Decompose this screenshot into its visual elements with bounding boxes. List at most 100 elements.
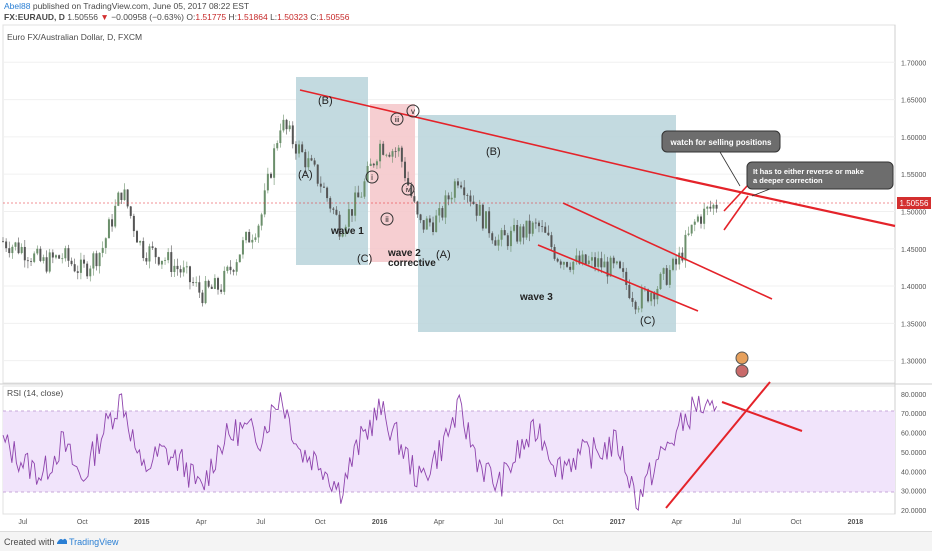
time-tick-label: Jul — [732, 519, 741, 526]
callout-1-pointer — [719, 151, 741, 187]
upper-trendline-extension[interactable] — [675, 176, 896, 228]
candle-body — [363, 181, 366, 197]
candle-body — [332, 208, 335, 210]
candle-body — [597, 258, 600, 267]
candle-body — [198, 282, 201, 293]
candle-body — [164, 260, 167, 261]
candle-body — [550, 235, 553, 247]
published-text: published on TradingView.com, June 05, 2… — [32, 1, 250, 11]
price-tick-label: 1.55000 — [901, 172, 926, 179]
candle-body — [494, 240, 497, 246]
event-icons[interactable] — [735, 351, 749, 378]
candle-body — [48, 252, 51, 272]
candle-body — [170, 252, 173, 273]
candle-body — [684, 234, 687, 261]
candle-body — [469, 195, 472, 202]
callout-reverse-text: It has to either reverse or make a deeper… — [753, 167, 864, 185]
candle-body — [86, 263, 89, 277]
candle-body — [223, 270, 226, 292]
wave-3-box[interactable] — [418, 115, 676, 332]
label-i: i — [371, 173, 373, 182]
event-icon-lower[interactable] — [735, 364, 749, 378]
candle-body — [257, 225, 260, 238]
candle-body — [587, 260, 590, 265]
rsi-rising-trendline[interactable] — [665, 381, 771, 509]
author-link[interactable]: Abel88 — [4, 1, 31, 11]
candle-body — [594, 257, 597, 267]
rsi-falling-trendline[interactable] — [721, 401, 803, 432]
marker-v — [406, 104, 420, 118]
rising-wedge-top[interactable] — [723, 184, 749, 212]
upper-trendline[interactable] — [299, 89, 677, 179]
chart-header: Abel88 published on TradingView.com, Jun… — [0, 0, 932, 24]
rsi-line[interactable] — [2, 392, 718, 512]
label-A-2: (A) — [436, 249, 451, 261]
candle-body — [313, 160, 316, 165]
time-tick-label: 2016 — [372, 519, 388, 526]
candle-body — [301, 144, 304, 153]
candle-body — [509, 230, 512, 247]
ohlc-c-label: C: — [310, 12, 319, 22]
candle-body — [111, 219, 114, 227]
label-A-1: (A) — [298, 169, 313, 181]
rsi-tick-label: 80.0000 — [901, 392, 926, 399]
candle-body — [120, 192, 123, 201]
chart-canvas[interactable]: 1.70000 1.65000 1.60000 1.55000 1.50000 1.450… — [0, 0, 932, 531]
price-tick-label: 1.65000 — [901, 98, 926, 105]
candle-body — [204, 280, 207, 304]
candle-body — [20, 246, 23, 254]
candle-body — [525, 220, 528, 238]
label-C-2: (C) — [640, 315, 655, 327]
candle-body — [251, 239, 254, 243]
candle-body — [92, 253, 95, 269]
candle-body — [650, 292, 653, 302]
time-tick-label: 2017 — [610, 519, 626, 526]
candle-body — [248, 231, 251, 243]
candle-body — [534, 222, 537, 224]
callout-selling[interactable] — [661, 130, 781, 153]
candle-body — [316, 164, 319, 184]
candle-body — [83, 259, 86, 264]
candle-body — [126, 189, 129, 207]
candle-body — [291, 125, 294, 145]
candle-body — [506, 235, 509, 247]
current-price-tag-text: 1.50556 — [900, 199, 929, 208]
candle-body — [391, 151, 394, 157]
price-tick-label: 1.70000 — [901, 60, 926, 67]
candle-body — [581, 254, 584, 264]
candle-body — [675, 258, 678, 265]
candle-body — [344, 226, 347, 234]
time-tick-label: Oct — [790, 519, 801, 526]
candle-body — [528, 220, 531, 234]
candle-body — [307, 158, 310, 168]
candle-body — [241, 240, 244, 255]
candle-body — [403, 161, 406, 179]
candle-body — [157, 257, 160, 265]
event-icon-upper[interactable] — [735, 351, 749, 365]
callout-reverse[interactable] — [746, 161, 894, 190]
label-v: v — [411, 107, 415, 116]
candle-body — [456, 181, 459, 186]
candle-body — [640, 288, 643, 309]
candle-body — [76, 271, 79, 273]
label-iv: iv — [405, 187, 411, 194]
candle-body — [438, 208, 441, 216]
candle-body — [516, 224, 519, 242]
candle-body — [36, 248, 39, 254]
wave-1-box[interactable] — [296, 77, 368, 265]
price-tick-label: 1.50000 — [901, 209, 926, 216]
tradingview-brand-link[interactable]: TradingView — [69, 537, 119, 547]
candle-body — [232, 270, 235, 272]
channel-upper[interactable] — [562, 202, 773, 300]
rising-wedge-bottom[interactable] — [723, 195, 749, 231]
candle-body — [347, 209, 350, 227]
candle-body — [715, 204, 718, 209]
candle-body — [425, 218, 428, 230]
time-tick-label: Jul — [18, 519, 27, 526]
candle-body — [379, 143, 382, 162]
candle-body — [2, 241, 4, 243]
candle-body — [276, 143, 279, 149]
channel-lower[interactable] — [537, 244, 699, 312]
candle-body — [285, 119, 288, 130]
candle-body — [185, 266, 188, 268]
